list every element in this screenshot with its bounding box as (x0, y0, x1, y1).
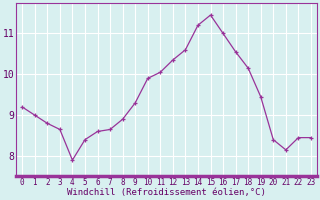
X-axis label: Windchill (Refroidissement éolien,°C): Windchill (Refroidissement éolien,°C) (67, 188, 266, 197)
